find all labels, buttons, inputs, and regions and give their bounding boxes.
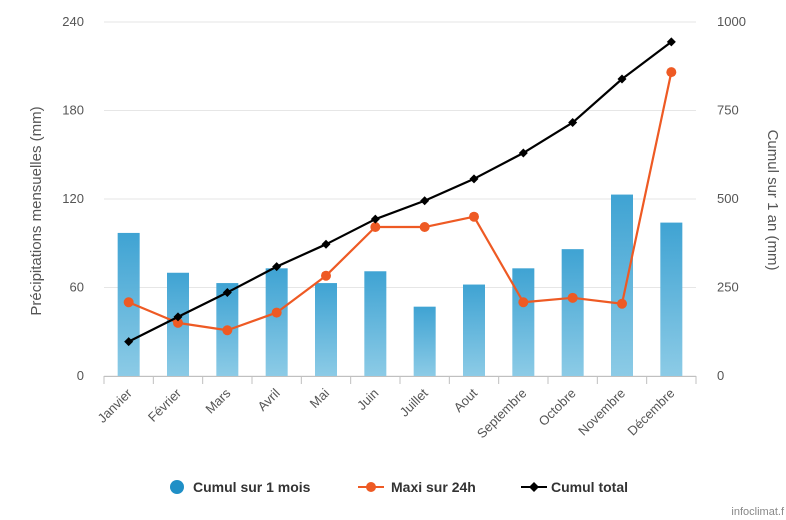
y-right-tick-label: 0 bbox=[717, 368, 724, 383]
line-cumul-total bbox=[128, 40, 672, 343]
point-maxi-24h[interactable] bbox=[222, 325, 233, 336]
y-left-tick-label: 240 bbox=[62, 14, 84, 29]
y-right-tick-label: 750 bbox=[717, 103, 739, 118]
point-maxi-24h[interactable] bbox=[123, 297, 134, 308]
bar-cumul-mois[interactable] bbox=[512, 268, 535, 376]
bar-cumul-mois[interactable] bbox=[315, 283, 337, 376]
point-cumul-total[interactable] bbox=[124, 337, 134, 347]
x-tick-label: Avril bbox=[254, 385, 282, 413]
x-tick-label: Septembre bbox=[474, 386, 530, 442]
point-maxi-24h[interactable] bbox=[518, 297, 529, 308]
line-maxi-24h bbox=[128, 71, 673, 332]
point-cumul-total[interactable] bbox=[666, 37, 676, 47]
point-maxi-24h[interactable] bbox=[370, 222, 381, 233]
bar-cumul-mois[interactable] bbox=[611, 194, 633, 376]
y-right-tick-label: 1000 bbox=[717, 14, 746, 29]
credit-text: infoclimat.f bbox=[731, 506, 785, 518]
point-cumul-total[interactable] bbox=[568, 118, 578, 128]
x-tick-label: Novembre bbox=[575, 386, 628, 439]
x-tick-label: Octobre bbox=[535, 386, 578, 429]
point-maxi-24h[interactable] bbox=[419, 222, 430, 233]
legend-label-maxi-24h: Maxi sur 24h bbox=[391, 479, 476, 495]
y-left-tick-label: 120 bbox=[62, 191, 84, 206]
point-cumul-total[interactable] bbox=[370, 214, 380, 224]
bar-cumul-mois[interactable] bbox=[463, 284, 485, 376]
x-tick-label: Janvier bbox=[95, 385, 136, 426]
point-maxi-24h[interactable] bbox=[666, 67, 677, 78]
bar-cumul-mois[interactable] bbox=[364, 271, 387, 376]
legend-marker-cumul-total bbox=[529, 482, 539, 492]
bar-cumul-mois[interactable] bbox=[265, 268, 288, 376]
y-axis-right-label: Cumul sur 1 an (mm) bbox=[764, 130, 781, 271]
x-tick-label: Juillet bbox=[397, 385, 431, 419]
point-maxi-24h[interactable] bbox=[321, 270, 331, 281]
point-maxi-24h[interactable] bbox=[173, 317, 183, 328]
y-left-tick-label: 0 bbox=[77, 368, 84, 383]
legend-marker-maxi bbox=[366, 482, 376, 492]
point-cumul-total[interactable] bbox=[222, 287, 232, 297]
legend-item-maxi-24h[interactable]: Maxi sur 24h bbox=[358, 479, 476, 495]
x-tick-label: Aout bbox=[451, 385, 481, 415]
point-cumul-total[interactable] bbox=[321, 239, 331, 249]
x-tick-label: Juin bbox=[354, 386, 381, 413]
legend-label-cumul-total: Cumul total bbox=[551, 479, 628, 495]
point-cumul-total[interactable] bbox=[469, 174, 479, 184]
point-cumul-total[interactable] bbox=[518, 148, 528, 158]
point-maxi-24h[interactable] bbox=[271, 307, 282, 318]
y-left-tick-label: 180 bbox=[62, 103, 84, 118]
point-maxi-24h[interactable] bbox=[469, 211, 479, 222]
point-maxi-24h[interactable] bbox=[567, 292, 578, 303]
point-maxi-24h[interactable] bbox=[617, 298, 627, 309]
legend-item-cumul-total[interactable]: Cumul total bbox=[521, 479, 628, 495]
x-tick-label: Décembre bbox=[624, 386, 677, 439]
point-cumul-total[interactable] bbox=[173, 312, 183, 322]
x-tick-label: Mars bbox=[202, 385, 233, 416]
x-tick-label: Février bbox=[145, 385, 185, 425]
point-cumul-total[interactable] bbox=[617, 74, 627, 84]
bar-cumul-mois[interactable] bbox=[561, 249, 584, 376]
legend-bar-marker bbox=[170, 480, 184, 494]
x-tick-label: Mai bbox=[307, 385, 332, 410]
legend-label-cumul-mois: Cumul sur 1 mois bbox=[193, 479, 311, 495]
bar-cumul-mois[interactable] bbox=[660, 222, 683, 376]
legend-item-cumul-mois[interactable]: Cumul sur 1 mois bbox=[170, 479, 311, 495]
bar-cumul-mois[interactable] bbox=[413, 306, 436, 376]
y-right-tick-label: 500 bbox=[717, 191, 739, 206]
y-axis-left-label: Précipitations mensuelles (mm) bbox=[28, 106, 45, 315]
point-cumul-total[interactable] bbox=[420, 196, 430, 206]
y-left-tick-label: 60 bbox=[70, 280, 84, 295]
y-right-tick-label: 250 bbox=[717, 280, 739, 295]
point-cumul-total[interactable] bbox=[272, 262, 282, 272]
